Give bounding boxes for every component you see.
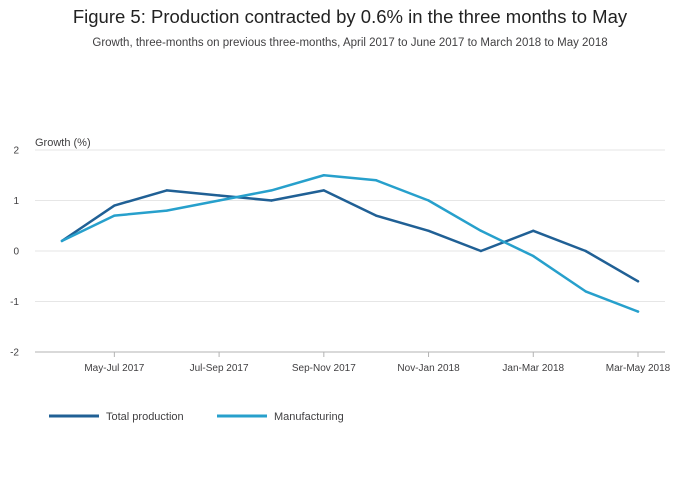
y-tick-label: 1 xyxy=(13,196,19,207)
data-point-manufacturing[interactable] xyxy=(217,199,221,202)
y-tick-label: 0 xyxy=(13,247,19,258)
y-tick-label: 2 xyxy=(13,146,19,157)
y-tick-label: -2 xyxy=(10,348,19,359)
data-point-manufacturing[interactable] xyxy=(60,239,64,243)
data-point-manufacturing[interactable] xyxy=(270,189,273,192)
data-point-total-production[interactable] xyxy=(532,229,535,232)
series-total-production xyxy=(60,189,640,283)
series-line-manufacturing xyxy=(60,174,640,313)
data-point-manufacturing[interactable] xyxy=(322,174,326,177)
data-point-total-production[interactable] xyxy=(322,189,326,192)
legend-label: Total production xyxy=(106,411,184,423)
data-point-total-production[interactable] xyxy=(113,204,116,207)
x-tick-label: Sep-Nov 2017 xyxy=(292,363,356,374)
y-axis-ticks: 2 1 0 -1 -2 xyxy=(10,146,19,359)
data-point-total-production[interactable] xyxy=(427,229,430,232)
x-tick-label: Jan-Mar 2018 xyxy=(502,363,564,374)
legend-label: Manufacturing xyxy=(274,411,344,423)
series-line-total-production xyxy=(60,189,640,283)
data-point-total-production[interactable] xyxy=(479,249,483,253)
data-point-total-production[interactable] xyxy=(636,280,640,283)
chart-title: Figure 5: Production contracted by 0.6% … xyxy=(72,6,628,27)
data-point-manufacturing[interactable] xyxy=(532,254,535,258)
series-lines xyxy=(60,174,640,313)
data-point-total-production[interactable] xyxy=(270,199,273,202)
data-point-manufacturing[interactable] xyxy=(113,214,116,217)
x-tick-label: Nov-Jan 2018 xyxy=(397,363,460,374)
y-axis-title: Growth (%) xyxy=(35,137,91,149)
data-point-total-production[interactable] xyxy=(217,194,221,197)
legend: Total production Manufacturing xyxy=(49,411,344,423)
data-point-manufacturing[interactable] xyxy=(427,199,430,202)
chart-subtitle: Growth, three-months on previous three-m… xyxy=(92,37,608,49)
legend-item-total-production[interactable]: Total production xyxy=(49,411,184,423)
data-point-manufacturing[interactable] xyxy=(584,290,587,293)
x-tick-label: Jul-Sep 2017 xyxy=(190,363,249,374)
legend-item-manufacturing[interactable]: Manufacturing xyxy=(217,411,344,423)
data-point-manufacturing[interactable] xyxy=(165,209,168,212)
y-tick-label: -1 xyxy=(10,297,19,308)
x-axis-ticks: May-Jul 2017 Jul-Sep 2017 Sep-Nov 2017 Nov-… xyxy=(84,352,671,374)
data-point-total-production[interactable] xyxy=(584,249,587,253)
data-point-manufacturing[interactable] xyxy=(374,179,378,182)
series-manufacturing xyxy=(60,174,640,313)
data-point-manufacturing[interactable] xyxy=(479,229,483,232)
data-point-total-production[interactable] xyxy=(165,189,168,192)
data-point-manufacturing[interactable] xyxy=(636,310,640,313)
gridlines xyxy=(35,149,665,353)
x-tick-label: Mar-May 2018 xyxy=(606,363,671,374)
data-point-total-production[interactable] xyxy=(374,214,378,217)
x-tick-label: May-Jul 2017 xyxy=(84,363,144,374)
